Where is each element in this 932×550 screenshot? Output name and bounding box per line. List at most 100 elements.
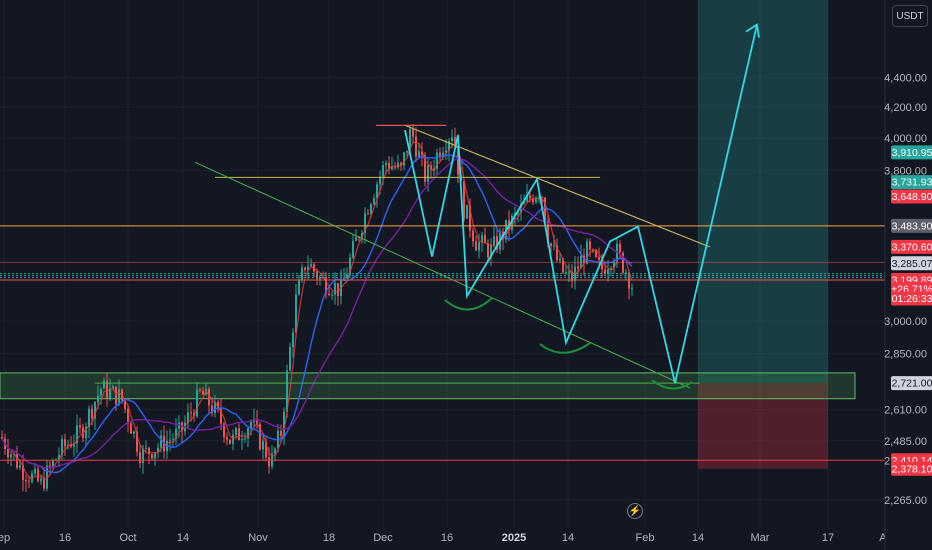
price-badges: 3,910.95 3,731.93 3,648.90 3,483.90 3,370.60… bbox=[891, 145, 932, 476]
candle-body bbox=[265, 441, 267, 458]
price-tick-label: 4,400.00 bbox=[884, 72, 927, 84]
candle-body bbox=[631, 288, 633, 290]
price-tick-label: 2,485.00 bbox=[884, 436, 927, 448]
candle-body bbox=[10, 454, 12, 458]
candle-body bbox=[172, 438, 174, 440]
candlesticks bbox=[1, 123, 633, 492]
price-tick-label: 2,850.00 bbox=[884, 349, 927, 361]
candle-body bbox=[457, 146, 459, 175]
candle-body bbox=[58, 455, 60, 460]
candle-body bbox=[142, 448, 144, 464]
candle-body bbox=[385, 163, 387, 166]
candle-body bbox=[529, 195, 531, 199]
candle-body bbox=[523, 201, 525, 204]
candle-body bbox=[403, 152, 405, 166]
candle-body bbox=[280, 430, 282, 436]
candle-body bbox=[628, 272, 630, 289]
candle-body bbox=[298, 279, 300, 295]
candle-body bbox=[577, 266, 579, 269]
candle-body bbox=[352, 240, 354, 258]
moving-averages bbox=[1, 141, 633, 480]
candle-body bbox=[496, 236, 498, 250]
profit-zone bbox=[698, 0, 828, 384]
price-badge-label: 2,721.00 bbox=[892, 378, 932, 390]
candle-body bbox=[346, 274, 348, 279]
candle-body bbox=[22, 465, 24, 480]
candle-body bbox=[220, 408, 222, 424]
time-axis-bg bbox=[0, 528, 932, 550]
candle-body bbox=[574, 266, 576, 282]
candle-body bbox=[388, 163, 390, 170]
candle-body bbox=[268, 457, 270, 467]
candle-body bbox=[304, 267, 306, 270]
time-tick-label: Dec bbox=[373, 532, 393, 544]
time-tick-label: 18 bbox=[323, 532, 335, 544]
candle-body bbox=[49, 465, 51, 467]
candle-body bbox=[328, 293, 330, 296]
candle-body bbox=[595, 250, 597, 257]
candle-body bbox=[409, 129, 411, 151]
candle-body bbox=[445, 150, 447, 153]
candle-body bbox=[34, 468, 36, 474]
replay-icon[interactable]: ⚡ bbox=[627, 503, 643, 519]
candle-body bbox=[553, 245, 555, 247]
candle-body bbox=[91, 408, 93, 419]
candle-body bbox=[598, 256, 600, 260]
candle-body bbox=[175, 428, 177, 439]
candle-body bbox=[478, 241, 480, 251]
pivot-arc bbox=[651, 379, 693, 390]
candle-body bbox=[397, 162, 399, 168]
loss-zone bbox=[698, 383, 828, 469]
candle-body bbox=[40, 478, 42, 482]
candle-body bbox=[202, 390, 204, 395]
candle-body bbox=[436, 152, 438, 169]
price-badge-label: 3,731.93 bbox=[892, 177, 932, 189]
candle-body bbox=[139, 451, 141, 464]
price-badge bbox=[891, 376, 932, 391]
candle-body bbox=[154, 452, 156, 459]
candle-body bbox=[37, 468, 39, 482]
candle-body bbox=[538, 196, 540, 198]
candle-body bbox=[589, 241, 591, 250]
candle-body bbox=[484, 235, 486, 244]
candle-body bbox=[334, 283, 336, 295]
candle-body bbox=[358, 237, 360, 239]
price-badge bbox=[891, 239, 932, 254]
candle-body bbox=[361, 232, 363, 238]
price-badge bbox=[891, 256, 932, 271]
candle-body bbox=[463, 181, 465, 219]
candle-body bbox=[421, 151, 423, 156]
candle-body bbox=[94, 402, 96, 419]
candle-body bbox=[439, 152, 441, 158]
candle-body bbox=[250, 422, 252, 429]
price-badge bbox=[891, 218, 932, 233]
candle-body bbox=[511, 215, 513, 230]
candle-body bbox=[307, 266, 309, 270]
candle-body bbox=[127, 408, 129, 424]
candle-body bbox=[85, 427, 87, 439]
candle-body bbox=[103, 380, 105, 389]
candle-body bbox=[625, 272, 627, 274]
candle-body bbox=[67, 444, 69, 447]
candle-body bbox=[565, 271, 567, 273]
candle-body bbox=[88, 408, 90, 428]
candle-body bbox=[493, 236, 495, 246]
candle-body bbox=[124, 400, 126, 409]
currency-button[interactable]: USDT bbox=[892, 5, 928, 27]
price-badge-label: 2,378.10 bbox=[892, 463, 932, 475]
candle-body bbox=[406, 150, 408, 153]
candle-body bbox=[274, 448, 276, 454]
candle-body bbox=[343, 278, 345, 280]
candle-body bbox=[118, 389, 120, 405]
time-tick-label: Mar bbox=[751, 532, 770, 544]
candle-body bbox=[61, 438, 63, 456]
candle-body bbox=[466, 204, 468, 219]
candle-body bbox=[295, 294, 297, 333]
candle-body bbox=[556, 245, 558, 261]
price-tick-label: 2,265.00 bbox=[884, 495, 927, 507]
candle-body bbox=[562, 258, 564, 273]
time-tick-label: Oct bbox=[119, 532, 136, 544]
candle-body bbox=[547, 221, 549, 244]
candle-body bbox=[427, 165, 429, 182]
